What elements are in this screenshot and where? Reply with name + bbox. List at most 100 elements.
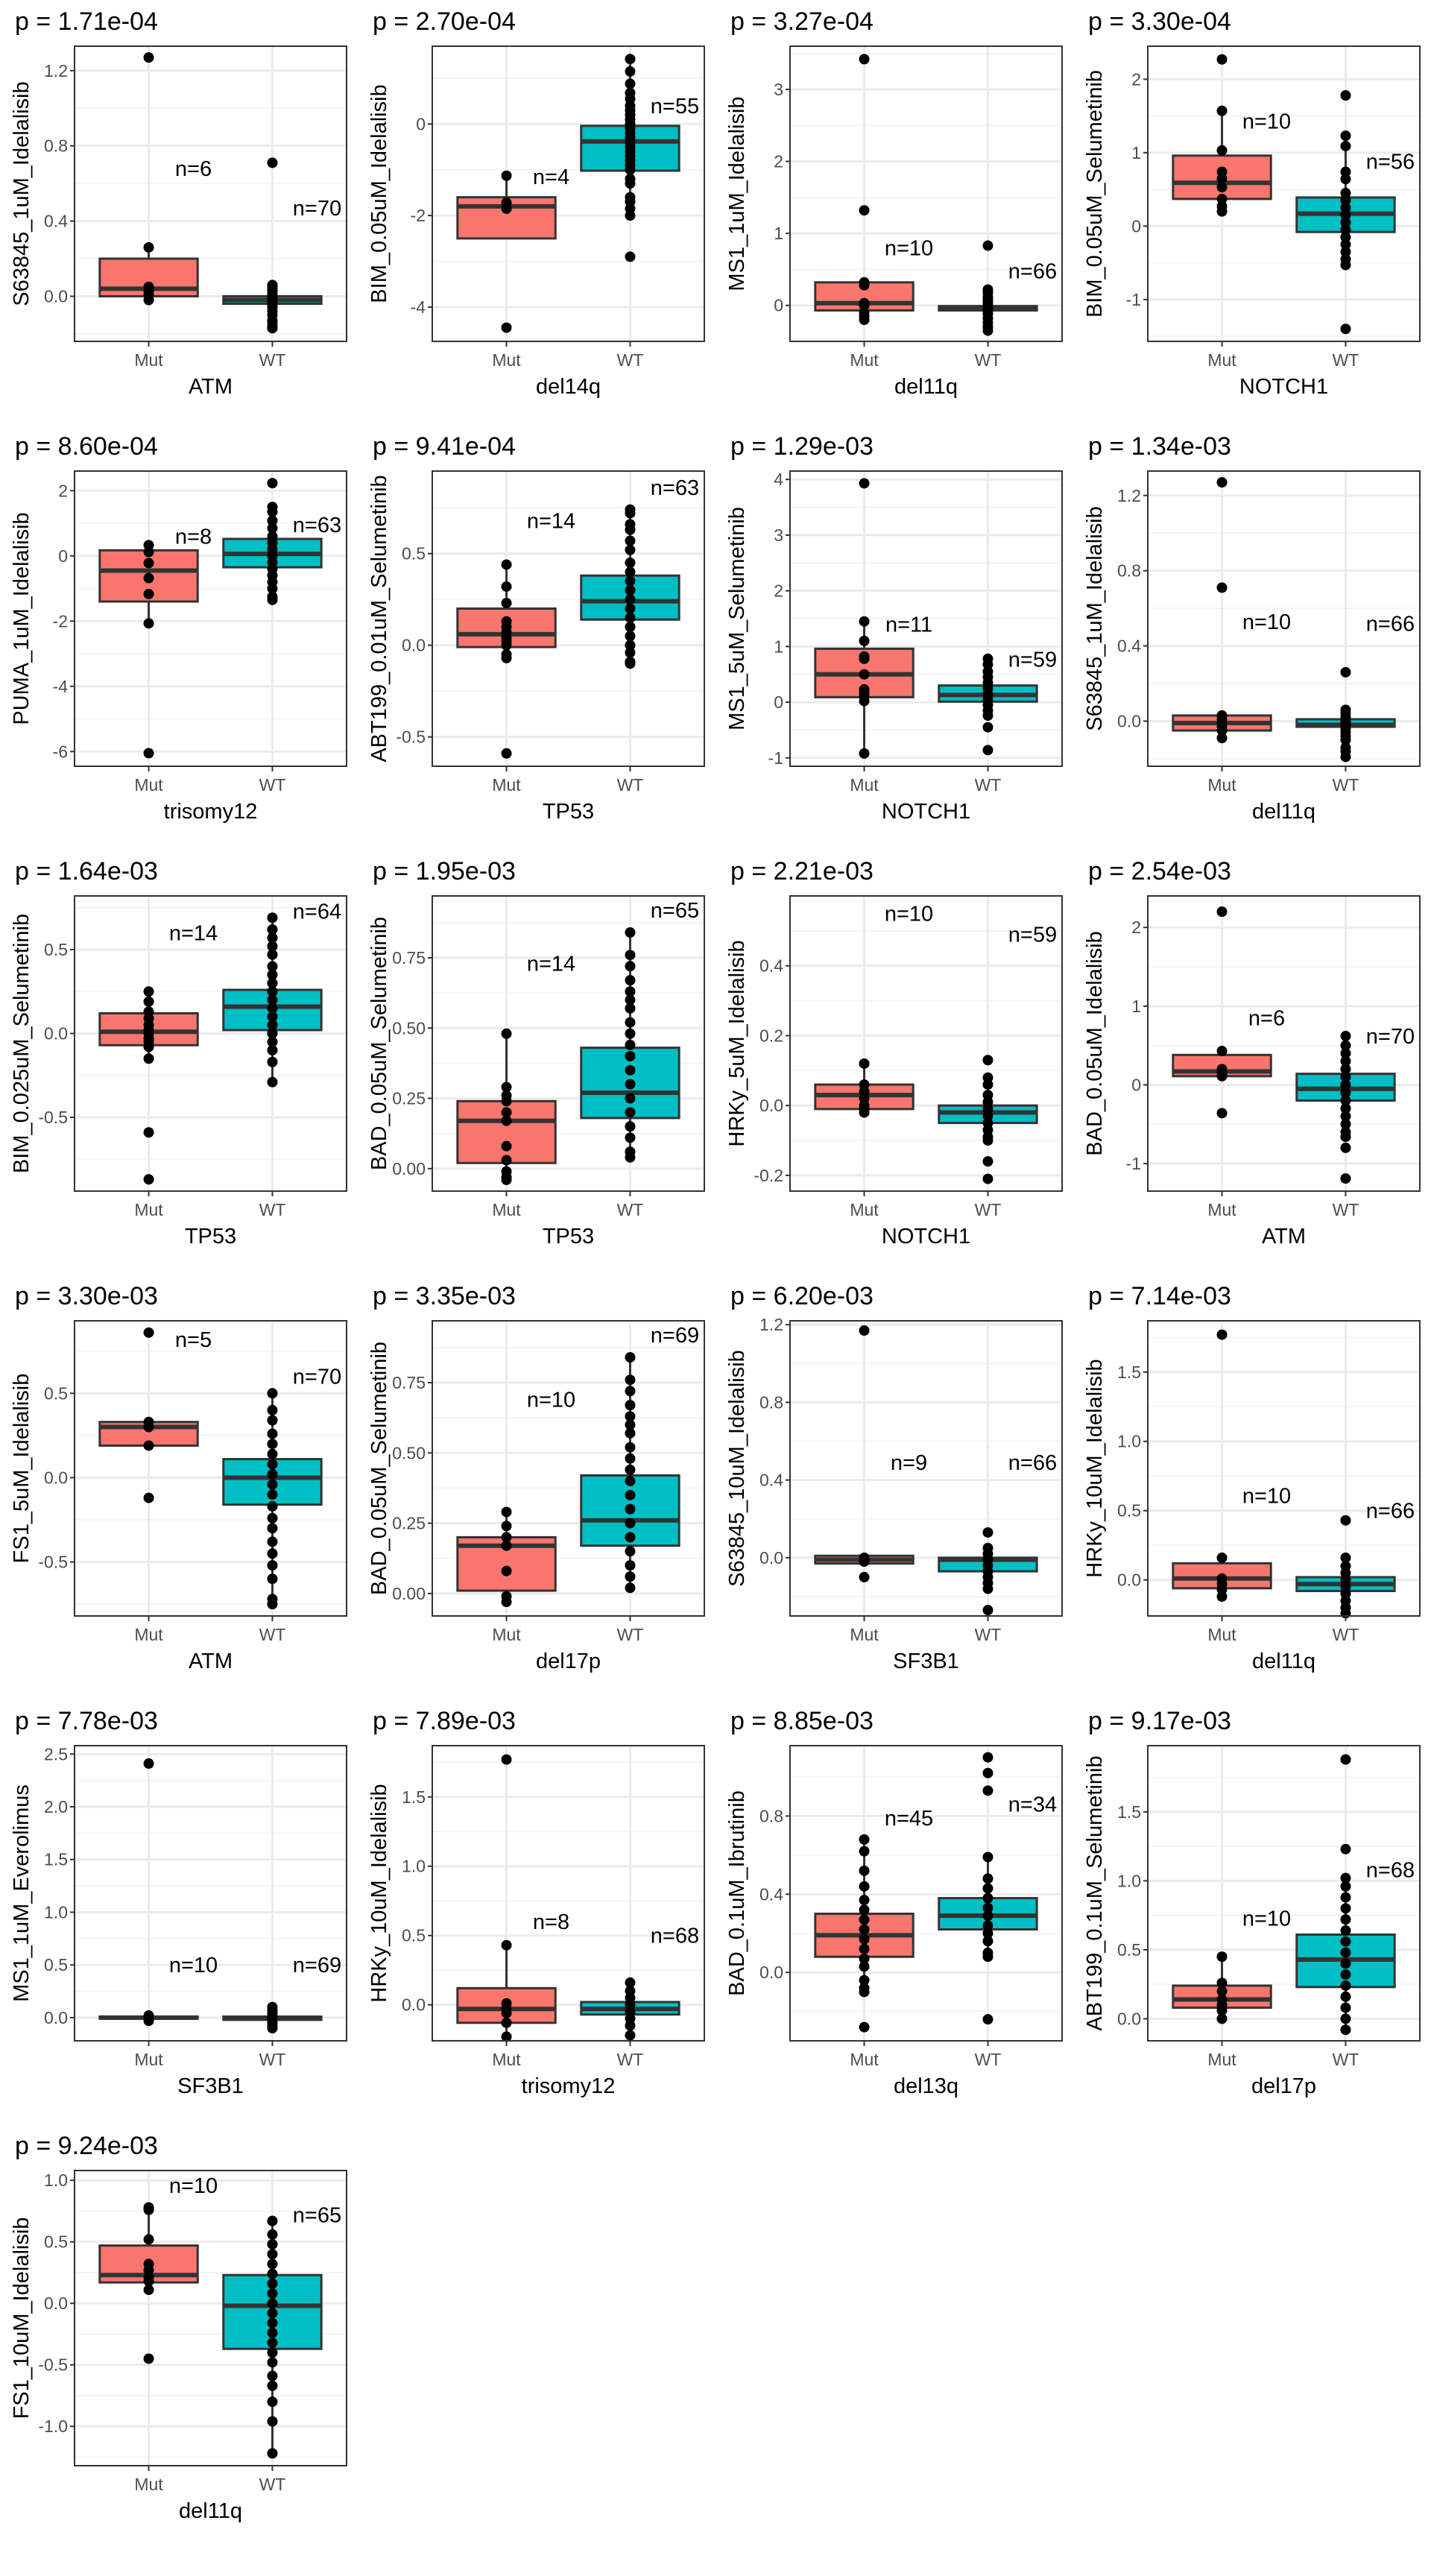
data-point [267,1523,278,1534]
data-point [1340,1079,1351,1090]
data-point [267,2298,278,2309]
data-point [267,932,278,944]
y-tick-label: 0.0 [44,2294,68,2313]
n-label: n=66 [1366,1500,1415,1524]
y-tick-label: 0.8 [759,1392,783,1412]
data-point [859,1986,870,1998]
y-tick-label: 0.2 [759,1026,783,1045]
data-point [859,1846,870,1857]
y-tick-label: -1 [1126,290,1141,309]
y-tick-label: 0.0 [1117,1570,1141,1590]
n-label: n=65 [293,2203,341,2227]
y-tick-label: -0.5 [38,2355,68,2375]
data-point [982,1605,994,1616]
panel-border [1147,895,1421,1192]
data-point [267,2357,278,2368]
y-tick-label: 0.50 [392,1018,426,1038]
y-axis-label: FS1_5uM_Idelalisib [10,1374,34,1564]
data-point [1216,182,1228,193]
data-point [982,325,994,336]
plot-background [432,46,704,341]
plot-background [790,896,1062,1191]
data-point [625,210,636,221]
y-tick-label: 0 [774,692,783,712]
data-point [501,640,512,651]
x-tick-label: WT [975,1625,1002,1644]
x-tick-label: Mut [850,1625,879,1644]
x-axis-label: SF3B1 [177,2074,244,2098]
data-point [267,1573,278,1585]
y-tick-label: 2 [774,581,783,601]
data-point [625,584,636,596]
data-point [625,950,636,961]
data-point [1340,1872,1351,1884]
data-point [625,647,636,658]
n-label: n=34 [1008,1793,1057,1817]
y-tick-label: 0.4 [759,1471,783,1490]
x-axis-label: del11q [1252,1650,1315,1673]
y-axis-label: FS1_10uM_Idelalisib [10,2217,34,2419]
y-tick-label: 1.5 [1117,1363,1141,1382]
y-axis-label: S63845_10uM_Idelalisib [725,1350,749,1587]
data-point [1340,1914,1351,1925]
data-point [859,1924,870,1935]
panel-title: p = 3.27e-04 [730,7,874,36]
data-point [267,323,278,334]
boxplot-panel: p = 1.95e-03 0.00 0.25 0.50 0.75 n=14 Mut n=65 W… [367,857,705,1248]
panel-title: p = 2.54e-03 [1088,857,1231,886]
data-point [625,54,636,65]
data-point [625,612,636,623]
y-tick-label: 0.25 [392,1514,426,1533]
data-point [859,315,870,326]
data-point [1216,206,1228,217]
y-tick-label: 4 [774,470,783,489]
y-tick-label: -1 [768,748,783,768]
data-point [1340,2002,1351,2013]
data-point [1216,733,1228,744]
data-point [143,986,154,997]
data-point [625,2020,636,2031]
data-point [625,1442,636,1453]
data-point [982,1156,994,1167]
data-point [625,2030,636,2041]
data-point [1340,1111,1351,1122]
y-tick-label: 2.0 [44,1797,68,1816]
boxplot-panel: p = 2.54e-03 -1 0 1 2 n=6 Mut n=70 WT ATM BAD_0.05… [1083,857,1421,1248]
y-axis-label: HRKy_5uM_Idelalisib [725,940,749,1146]
data-point [267,2448,278,2459]
n-label: n=10 [885,902,933,926]
x-tick-label: WT [259,1200,286,1219]
n-label: n=70 [1366,1025,1415,1049]
data-point [1340,323,1351,335]
data-point [1340,1552,1351,1563]
n-label: n=10 [169,1954,218,1977]
data-point [501,1521,512,1532]
data-point [267,2317,278,2329]
y-tick-label: 0.5 [44,2232,68,2252]
x-tick-label: WT [617,350,644,370]
n-label: n=69 [293,1954,341,1977]
data-point [1340,90,1351,101]
data-point [1340,1515,1351,1526]
data-point [267,506,278,517]
y-tick-label: 0 [416,114,426,133]
data-point [625,1489,636,1500]
y-tick-label: 0.0 [759,1096,783,1115]
data-point [982,1852,994,1863]
data-point [625,927,636,938]
data-point [1216,193,1228,204]
data-point [143,2285,154,2296]
data-point [267,1500,278,1512]
data-point [859,1865,870,1876]
x-tick-label: WT [617,775,644,795]
data-point [625,508,636,519]
y-axis-label: BIM_0.025uM_Selumetinib [10,914,34,1173]
data-point [1216,582,1228,593]
data-point [267,478,278,489]
data-point [267,924,278,935]
x-axis-label: del11q [1252,800,1315,824]
panel-border [1147,470,1421,767]
y-tick-label: 0.4 [1117,637,1141,656]
y-tick-label: 0.0 [402,1995,426,2015]
